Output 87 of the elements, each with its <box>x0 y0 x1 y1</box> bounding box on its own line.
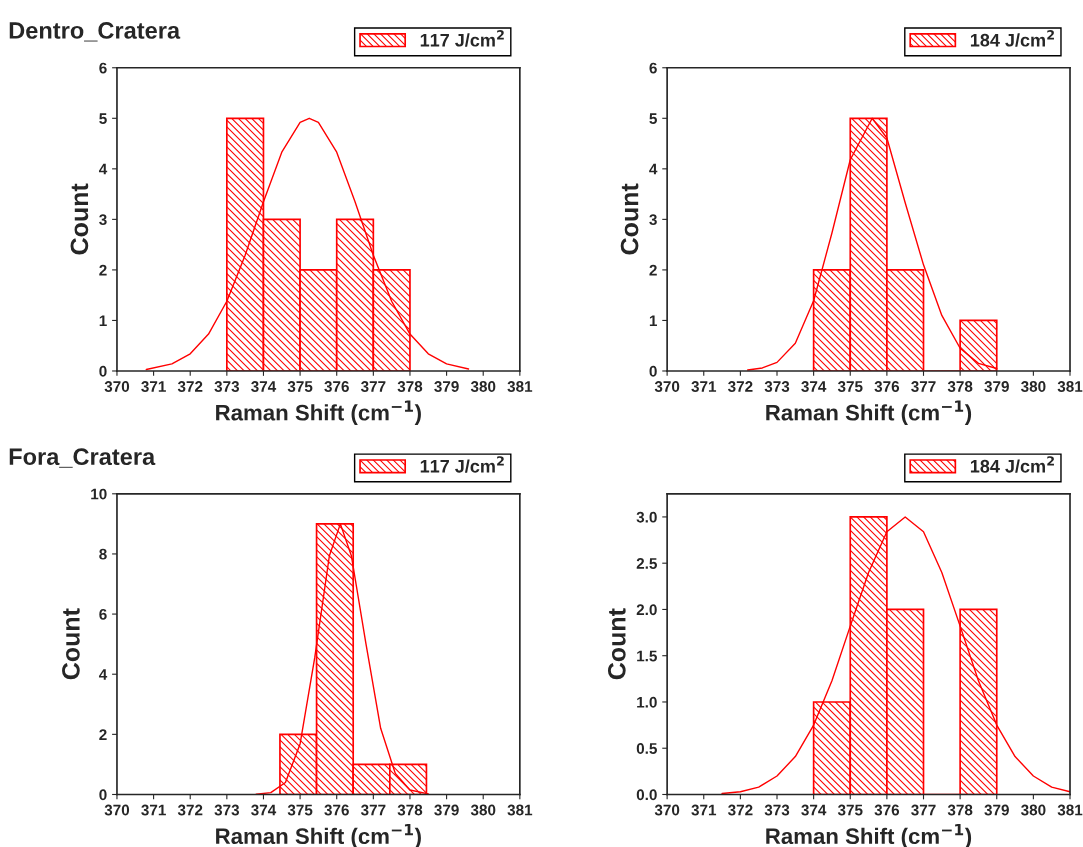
y-tick-label: 1 <box>649 315 657 326</box>
x-tick-label: 372 <box>727 804 753 816</box>
x-tick-label: 374 <box>251 804 277 816</box>
x-tick-label: 371 <box>141 804 166 816</box>
legend-label: 117 J/cm$^{2}$ <box>420 30 504 47</box>
y-tick-label: 0 <box>99 365 107 377</box>
x-tick-label: 380 <box>470 804 496 816</box>
y-tick-label: 6 <box>99 608 107 620</box>
x-tick-label: 372 <box>177 804 203 816</box>
x-tick-label: 375 <box>287 381 313 392</box>
y-tick-label: 1.0 <box>637 696 657 708</box>
y-tick-label: 2 <box>99 729 107 740</box>
x-tick-label: 377 <box>911 381 936 392</box>
y-axis-title: Count <box>620 183 639 255</box>
y-tick-label: 0 <box>649 365 657 377</box>
x-tick-label: 376 <box>324 381 349 392</box>
x-tick-label: 374 <box>801 804 827 816</box>
y-tick-label: 4 <box>98 669 108 680</box>
x-axis-title: Raman Shift (cm$^{−1}$) <box>216 400 421 425</box>
x-tick-label: 370 <box>654 804 680 816</box>
y-tick-label: 2 <box>649 264 657 276</box>
x-tick-label: 379 <box>434 804 459 816</box>
x-tick-label: 375 <box>837 804 863 816</box>
x-tick-label: 371 <box>141 381 166 392</box>
x-tick-label: 370 <box>104 381 130 392</box>
x-tick-label: 370 <box>654 381 680 392</box>
x-tick-label: 370 <box>104 804 130 816</box>
x-tick-label: 376 <box>324 804 349 816</box>
y-axis-title: Count <box>70 183 89 255</box>
y-tick-label: 2 <box>99 264 107 276</box>
y-tick-label: 4 <box>98 163 108 175</box>
y-tick-label: 5 <box>649 113 657 124</box>
x-tick-label: 378 <box>397 381 423 392</box>
y-axis-title: Count <box>62 608 80 680</box>
y-tick-label: 2.5 <box>636 558 657 569</box>
y-tick-label: 6 <box>649 62 657 74</box>
x-tick-label: 378 <box>397 804 423 816</box>
x-tick-label: 373 <box>214 381 240 392</box>
x-tick-label: 381 <box>507 804 533 816</box>
y-tick-label: 0.0 <box>636 789 657 801</box>
x-tick-label: 371 <box>691 804 717 816</box>
x-tick-label: 372 <box>727 381 753 392</box>
y-tick-label: 0 <box>99 789 107 801</box>
x-tick-label: 372 <box>177 381 203 392</box>
y-tick-label: 10 <box>91 488 107 500</box>
legend-label: 184 J/cm$^{2}$ <box>970 456 1054 473</box>
y-tick-label: 3 <box>99 214 107 226</box>
x-tick-label: 380 <box>470 381 496 392</box>
x-tick-label: 377 <box>360 381 386 392</box>
x-tick-label: 377 <box>360 804 386 816</box>
x-tick-label: 381 <box>507 381 533 392</box>
x-tick-label: 380 <box>1020 381 1046 392</box>
x-tick-label: 381 <box>1057 381 1083 392</box>
chart-title: Dentro_Cratera <box>9 22 181 42</box>
x-tick-label: 379 <box>984 381 1009 392</box>
legend-label: 184 J/cm$^{2}$ <box>970 30 1054 47</box>
x-tick-label: 374 <box>801 381 827 392</box>
x-tick-label: 377 <box>911 804 936 816</box>
x-tick-label: 376 <box>874 804 900 816</box>
y-tick-label: 6 <box>99 62 107 74</box>
x-tick-label: 378 <box>947 381 973 392</box>
x-tick-label: 373 <box>764 381 790 392</box>
y-tick-label: 3 <box>649 214 657 226</box>
y-tick-label: 2.0 <box>636 604 657 616</box>
y-tick-label: 1 <box>99 315 107 326</box>
x-tick-label: 371 <box>691 381 717 392</box>
x-tick-label: 373 <box>214 804 240 816</box>
y-tick-label: 8 <box>99 548 107 560</box>
x-tick-label: 381 <box>1057 804 1083 816</box>
x-tick-label: 380 <box>1020 804 1046 816</box>
x-tick-label: 374 <box>251 381 277 392</box>
x-tick-label: 375 <box>837 381 863 392</box>
x-axis-title: Raman Shift (cm$^{−1}$) <box>766 400 972 425</box>
chart-title: Fora_Cratera <box>9 448 156 468</box>
y-tick-label: 0.5 <box>636 743 657 754</box>
y-axis-title: Count <box>607 608 626 680</box>
y-tick-label: 3.0 <box>636 511 657 523</box>
y-tick-label: 1.5 <box>637 650 657 662</box>
legend-label: 117 J/cm$^{2}$ <box>420 456 504 473</box>
y-tick-label: 5 <box>99 113 107 124</box>
y-tick-label: 4 <box>649 163 658 175</box>
x-tick-label: 375 <box>287 804 313 816</box>
x-tick-label: 379 <box>434 381 459 392</box>
x-tick-label: 378 <box>947 804 973 816</box>
x-tick-label: 379 <box>984 804 1009 816</box>
x-tick-label: 376 <box>874 381 900 392</box>
x-tick-label: 373 <box>764 804 790 816</box>
